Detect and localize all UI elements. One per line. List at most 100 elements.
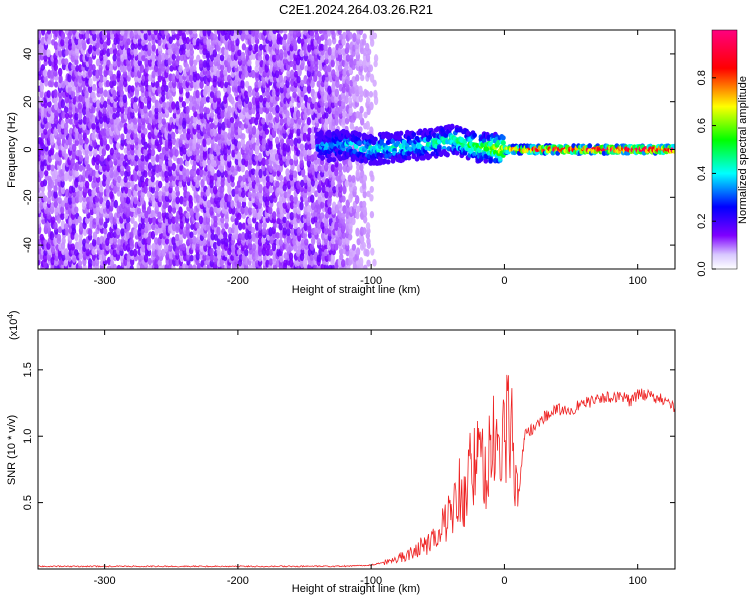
spectrogram-cell [112, 79, 117, 87]
spectrogram-cell [372, 32, 378, 40]
signal-band-cell [331, 157, 337, 163]
spectrogram-cell [299, 49, 304, 57]
spectrogram-cell [60, 38, 65, 47]
spectrogram-cell [78, 189, 84, 197]
spectrogram-cell [67, 73, 72, 83]
spectrogram-cell [94, 258, 100, 267]
spectrogram-cell [130, 216, 135, 224]
spectrogram-cell [143, 32, 149, 41]
spectrogram-cell [117, 175, 122, 183]
spectrogram-cell [63, 223, 69, 231]
spectrogram-cell [44, 169, 49, 177]
spectrogram-cell [108, 70, 113, 77]
spectrogram-cell [362, 174, 368, 182]
spectrogram-cell [95, 205, 101, 213]
spectrogram-cell [57, 196, 62, 205]
spectrogram-cell [171, 101, 176, 110]
spectrogram-cell [46, 49, 51, 58]
spectrogram-cell [144, 57, 149, 68]
spectrogram-cell [74, 206, 79, 214]
bottom-y-tick-label: 1.5 [22, 362, 34, 377]
spectrogram-cell [99, 154, 105, 162]
spectrogram-cell [112, 235, 118, 245]
colorbar-label: Normalized spectral amplitude [737, 76, 749, 224]
spectrogram-cell [80, 30, 86, 35]
colorbar-tick-label: 0.2 [696, 214, 708, 229]
spectrogram-cell [122, 160, 127, 167]
spectrogram-cell [91, 131, 96, 141]
spectrogram-cell [99, 74, 104, 83]
spectrogram-cell [103, 221, 108, 229]
top-y-tick-label: 0 [22, 146, 34, 152]
spectrogram-cell [227, 105, 232, 114]
spectrogram-cell [151, 199, 157, 208]
spectrogram-cell [230, 200, 235, 209]
spectrogram-cell [78, 118, 83, 125]
spectrogram-cell [38, 216, 41, 225]
spectrogram-cell [175, 55, 181, 62]
spectrogram-cell [370, 247, 375, 256]
spectrogram-cell [292, 170, 298, 179]
spectrogram-cell [115, 37, 121, 45]
spectrogram-cell [96, 236, 101, 246]
y-multiplier-label: (x104) [6, 310, 20, 340]
spectrogram-cell [181, 243, 187, 251]
spectrogram-cell [68, 118, 74, 125]
spectrogram-cell [146, 206, 152, 215]
signal-band-cell [357, 140, 362, 146]
spectrogram-cell [206, 136, 211, 146]
spectrogram-cell [368, 91, 374, 98]
spectrogram-cell [134, 154, 139, 162]
spectrogram-cell [70, 90, 76, 99]
spectrogram-cell [137, 69, 142, 79]
spectrogram-cell [53, 128, 58, 136]
spectrogram-cell [303, 94, 309, 102]
spectrogram-cell [278, 174, 284, 182]
spectrogram-cell [126, 122, 132, 130]
spectrogram-cell [120, 30, 125, 36]
spectrogram-cell [171, 190, 176, 199]
spectrogram-cell [236, 151, 242, 161]
spectrogram-cell [50, 116, 55, 125]
spectrogram-cell [147, 30, 152, 36]
spectrogram-cell [126, 206, 131, 214]
spectrogram-cell [53, 81, 59, 88]
spectrogram-cell [103, 100, 108, 109]
spectrogram-cell [307, 127, 312, 135]
spectrogram-cell [119, 153, 125, 162]
spectrogram-cell [195, 179, 200, 189]
spectrogram-cell [132, 117, 138, 125]
spectrogram-cell [92, 231, 98, 240]
spectrogram-cell [154, 190, 159, 199]
spectrogram-cell [57, 59, 63, 66]
spectrogram-cell [65, 117, 70, 124]
spectrogram-cell [175, 196, 180, 205]
spectrogram-cell [198, 215, 204, 225]
spectrogram-cell [54, 206, 59, 216]
spectrogram-cell [117, 238, 122, 246]
spectrogram-cell [101, 147, 107, 157]
bottom-y-axis: 0.51.01.5 [22, 362, 675, 510]
spectrogram-cell [292, 38, 298, 46]
spectrogram-cell [174, 148, 179, 158]
spectrogram-cell [254, 30, 260, 36]
spectrogram-cell [289, 194, 294, 203]
spectrogram-cell [365, 120, 370, 131]
spectrogram-cell [109, 231, 114, 239]
spectrogram-cell [157, 211, 162, 220]
spectrogram-cell [151, 243, 156, 252]
spectrogram-cell [112, 73, 117, 81]
spectrogram-cell [129, 210, 135, 218]
spectrogram-cell [92, 83, 97, 92]
spectrogram-cell [282, 226, 287, 236]
colorbar-tick-label: 0.4 [696, 166, 708, 181]
spectrogram-cell [129, 30, 135, 40]
spectrogram-cell [60, 31, 66, 40]
spectrogram-cell [174, 185, 180, 193]
spectrogram-cell [147, 162, 153, 171]
spectrogram-cell [247, 59, 252, 67]
spectrogram-cell [373, 89, 378, 99]
spectrogram-cell [112, 47, 118, 56]
spectrogram-cell [244, 248, 249, 257]
spectrogram-cell [122, 70, 128, 78]
